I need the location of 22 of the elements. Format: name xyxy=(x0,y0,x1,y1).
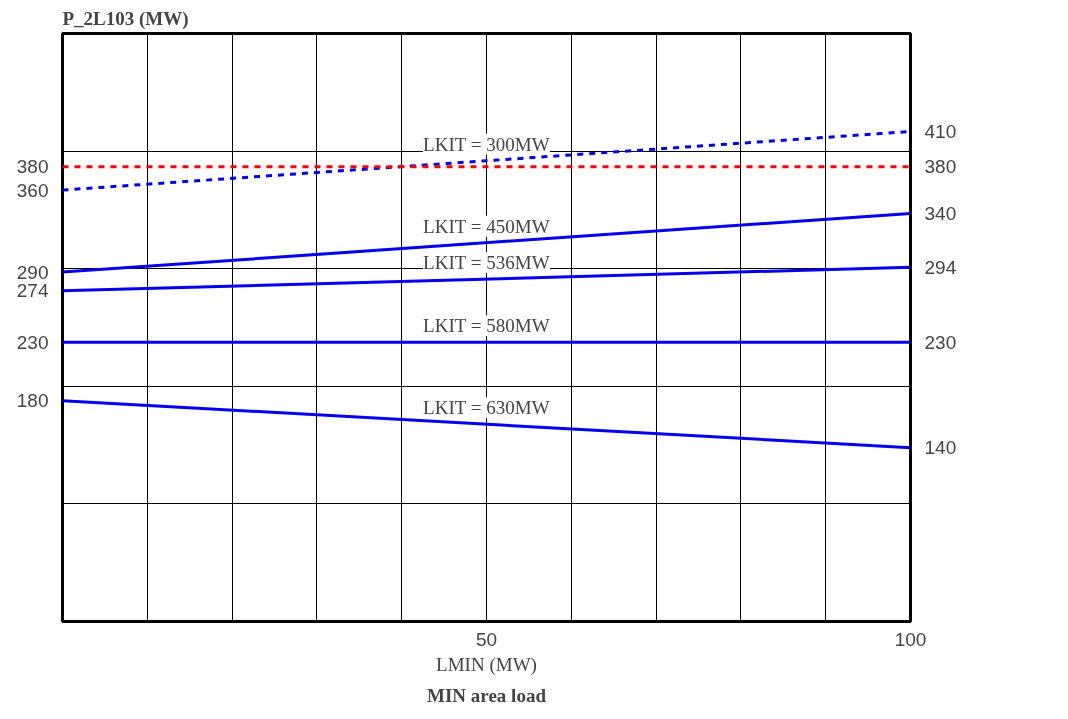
x-tick-label: 50 xyxy=(475,628,498,650)
data-label: 290 xyxy=(16,261,49,283)
data-label: 410 xyxy=(924,121,957,142)
data-label: 180 xyxy=(16,390,49,412)
x-tick-label: 100 xyxy=(894,628,927,650)
series-label: LKIT = 580MW xyxy=(423,315,550,337)
series-label: LKIT = 300MW xyxy=(423,133,550,155)
data-label: 360 xyxy=(16,179,49,201)
text: P_2L103 (MW) xyxy=(62,7,189,30)
data-label: 230 xyxy=(16,331,49,353)
data-label: 140 xyxy=(924,437,957,459)
data-label: 294 xyxy=(924,256,957,278)
data-label: 380 xyxy=(16,156,49,178)
data-label: 380 xyxy=(924,156,957,178)
data-label: 230 xyxy=(924,331,957,353)
series-label: LKIT = 450MW xyxy=(423,215,550,237)
data-label: 274 xyxy=(16,280,49,302)
text: MIN area load xyxy=(427,684,547,706)
data-label: 340 xyxy=(924,202,957,224)
series-label: LKIT = 536MW xyxy=(423,252,550,274)
x-axis-title: LMIN (MW) xyxy=(436,653,537,676)
series-label: LKIT = 630MW xyxy=(423,397,550,419)
